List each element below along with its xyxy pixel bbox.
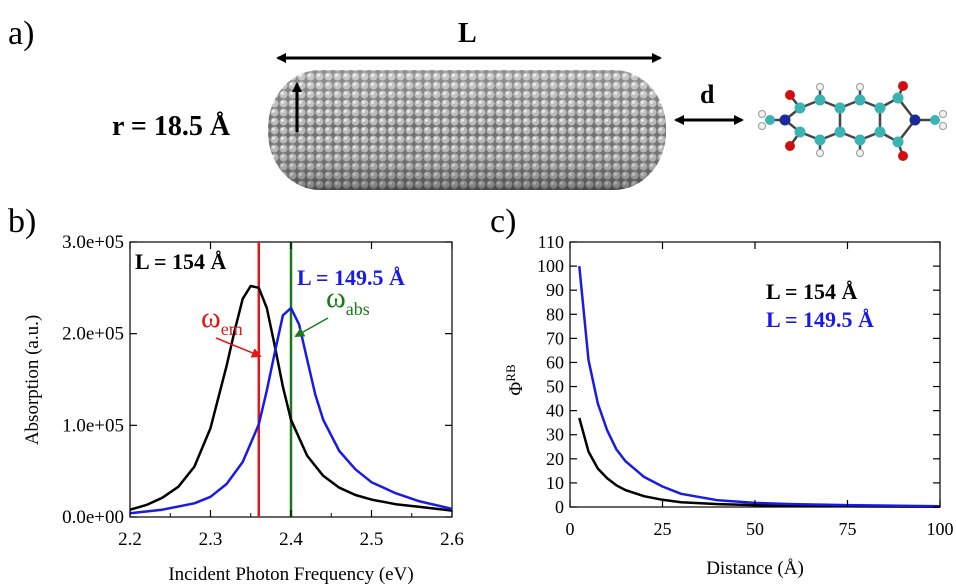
y-axis-label-sup: RB <box>503 364 518 382</box>
omega-em-subscript: em <box>221 319 243 339</box>
x-tick-label: 25 <box>654 519 672 539</box>
omega-em-symbol: ω <box>201 301 221 334</box>
y-tick-label: 2.0e+05 <box>62 324 124 345</box>
legend-black: L = 154 Å <box>135 249 226 274</box>
omega-em-arrow <box>215 337 262 358</box>
legend-blue: L = 149.5 Å <box>766 307 874 332</box>
x-tick-label: 2.6 <box>440 529 464 550</box>
panel-a-label: a) <box>8 15 34 52</box>
x-axis-label: Incident Photon Frequency (eV) <box>168 564 413 585</box>
plot-frame <box>569 241 941 508</box>
y-tick-label: 20 <box>546 449 564 469</box>
molecule-atoms <box>758 81 947 161</box>
x-tick-label: 2.2 <box>118 529 142 550</box>
absorption-chart: 2.2 2.3 2.4 2.5 2.6 0.0e+00 1.0e+05 2.0e+05 3.0e… <box>22 232 464 585</box>
y-tick-label: 10 <box>546 473 564 493</box>
series-line-blue <box>129 306 453 515</box>
series-line-blue <box>578 265 941 508</box>
x-tick-label: 2.4 <box>279 529 303 550</box>
panel-c-label: c) <box>490 203 516 240</box>
y-axis-label: ΦRB <box>503 364 527 396</box>
x-tick-label: 50 <box>746 519 764 539</box>
x-tick-label: 2.5 <box>360 529 384 550</box>
y-tick-label: 60 <box>546 352 564 372</box>
panel-a: a) L r = 18.5 Å d <box>8 15 947 190</box>
x-axis-label: Distance (Å) <box>706 558 804 579</box>
omega-abs-subscript: abs <box>346 299 370 319</box>
x-tick-label: 75 <box>839 519 857 539</box>
y-tick-label: 70 <box>546 328 564 348</box>
omega-abs-label: ωabs <box>326 281 370 319</box>
y-tick-label: 50 <box>546 377 564 397</box>
x-tick-label: 2.3 <box>199 529 223 550</box>
series-line-black <box>578 417 941 509</box>
omega-em-label: ωem <box>201 301 243 339</box>
legend-blue: L = 149.5 Å <box>297 265 405 290</box>
nanorod-shading <box>268 70 666 190</box>
panel-c: c) 0 25 50 75 100 0 10 20 30 40 50 60 70 80 90 100 110 Φ… <box>490 203 954 579</box>
y-axis-label: Absorption (a.u.) <box>22 315 43 445</box>
omega-abs-arrow <box>294 317 329 337</box>
panel-b: b) 2.2 2.3 2.4 2.5 2.6 0.0e+00 1.0e+05 2.0e+05 3… <box>8 203 464 585</box>
legend-black: L = 154 Å <box>766 279 857 304</box>
y-axis-label-main: Φ <box>506 382 527 396</box>
y-tick-label: 1.0e+05 <box>62 415 124 436</box>
length-label: L <box>458 18 477 49</box>
y-tick-label: 3.0e+05 <box>62 232 124 253</box>
y-tick-label: 110 <box>538 232 564 252</box>
series-line-black <box>129 284 453 512</box>
y-tick-label: 0 <box>555 497 564 517</box>
x-tick-label: 100 <box>927 519 954 539</box>
x-tick-label: 0 <box>566 519 575 539</box>
y-tick-label: 90 <box>546 280 564 300</box>
y-tick-label: 40 <box>546 401 564 421</box>
y-tick-label: 30 <box>546 425 564 445</box>
distance-label: d <box>700 80 715 109</box>
y-tick-label: 0.0e+00 <box>62 507 124 528</box>
y-tick-label: 80 <box>546 304 564 324</box>
omega-abs-symbol: ω <box>326 281 346 314</box>
panel-b-label: b) <box>8 203 36 240</box>
radius-label: r = 18.5 Å <box>112 111 231 142</box>
y-tick-label: 100 <box>537 256 564 276</box>
